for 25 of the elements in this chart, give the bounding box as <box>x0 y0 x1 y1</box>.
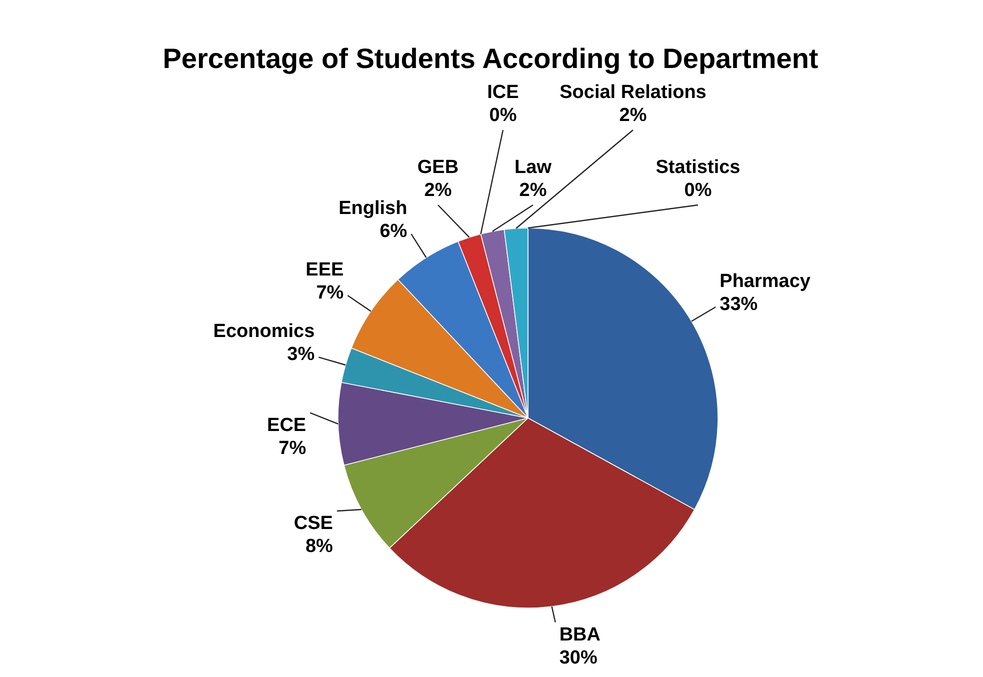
data-label: 7% <box>278 438 306 459</box>
slice-label: CSE <box>294 513 333 534</box>
slice-label: BBA <box>559 624 601 646</box>
category-label: ICE <box>487 82 519 103</box>
data-label: 2% <box>424 180 452 201</box>
text: 0% <box>489 105 517 126</box>
slice-label: Law <box>514 157 552 178</box>
data-label: 33% <box>720 294 758 316</box>
category-label: Statistics <box>656 157 740 178</box>
slice-label: Pharmacy <box>720 271 811 292</box>
data-label: 3% <box>287 344 315 366</box>
data-label: 2% <box>619 105 647 126</box>
data-label: 6% <box>380 220 408 242</box>
data-label: 7% <box>316 282 344 304</box>
slice-label: Economics <box>213 321 315 342</box>
slice-label: English <box>338 198 408 219</box>
data-label: 30% <box>559 647 598 668</box>
text: 0% <box>684 180 712 201</box>
data-label: 8% <box>305 536 334 558</box>
slice-label: ECE <box>267 414 306 436</box>
chart-title: Percentage of Students According to Department <box>162 43 818 74</box>
slice-label: Social Relations <box>560 82 706 103</box>
slice-label: EEE <box>306 259 344 280</box>
data-label: 2% <box>519 180 547 201</box>
slice-label: GEB <box>417 157 459 178</box>
